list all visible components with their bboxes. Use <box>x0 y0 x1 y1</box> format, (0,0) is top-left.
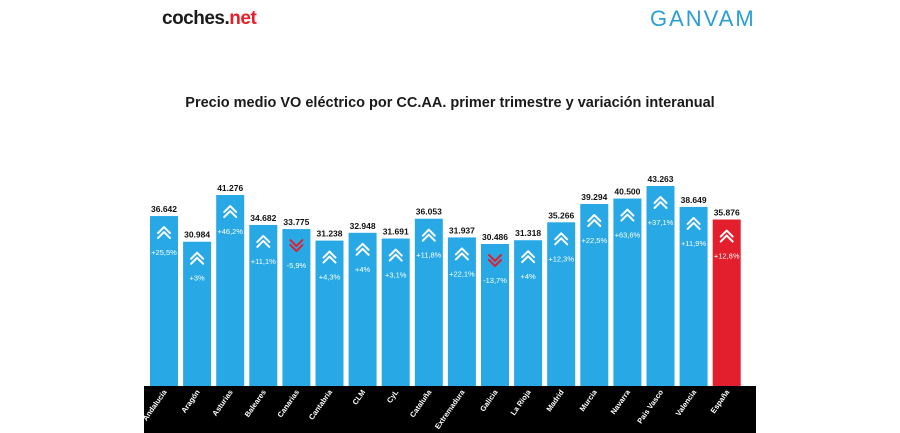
bar-value-label: 36.053 <box>416 207 442 217</box>
chevron-up-icon <box>190 251 205 265</box>
chevron-down-icon <box>488 254 502 267</box>
variation-label: +11,9% <box>681 239 706 248</box>
category-label-band <box>144 386 756 433</box>
chevron-up-icon <box>223 205 238 219</box>
chevron-up-icon <box>421 228 436 242</box>
bar-value-label: 39.294 <box>581 192 607 202</box>
variation-label: +22,1% <box>449 269 475 278</box>
bar-value-label: 38.649 <box>681 195 707 205</box>
bar-baleares <box>249 224 278 386</box>
bar-value-label: 30.984 <box>184 230 210 240</box>
bar-extremadura <box>447 237 476 386</box>
variation-label: +12,8% <box>714 252 740 261</box>
chevron-up-icon <box>653 196 668 209</box>
bar-value-label: 35.876 <box>714 208 740 218</box>
coches-net-logo: coches.net <box>162 8 257 29</box>
variation-label: +22,5% <box>581 236 607 245</box>
variation-label: +3,1% <box>385 271 407 280</box>
bar-value-label: 43.263 <box>648 174 674 184</box>
variation-label: +12,3% <box>548 254 574 263</box>
bar-la-rioja <box>514 240 543 386</box>
variation-label: +25,5% <box>151 248 177 257</box>
bar-cataluña <box>414 218 443 386</box>
chevron-up-icon <box>157 226 171 240</box>
chevron-up-icon <box>587 214 602 228</box>
chevron-up-icon <box>686 216 701 230</box>
variation-label: +4,3% <box>319 273 341 282</box>
bar-clm <box>348 232 377 386</box>
bar-navarra <box>613 198 642 386</box>
bar-value-label: 34.682 <box>250 213 276 223</box>
variation-label: +3% <box>189 274 205 283</box>
bar-value-label: 40.500 <box>614 187 640 197</box>
chevron-down-icon <box>289 239 304 253</box>
variation-label: +46,2% <box>217 227 243 236</box>
bar-value-label: 33.775 <box>283 217 309 227</box>
chevron-up-icon <box>521 250 536 264</box>
bar-value-label: 36.642 <box>151 204 177 214</box>
variation-label: -5,9% <box>287 261 307 270</box>
chart-title: Precio medio VO eléctrico por CC.AA. pri… <box>185 95 715 111</box>
bar-value-label: 30.486 <box>482 232 508 242</box>
chevron-up-icon <box>554 232 569 246</box>
variation-label: +11,8% <box>416 251 441 260</box>
chevron-up-icon <box>620 208 635 222</box>
bar-galicia <box>481 244 509 386</box>
chevron-up-icon <box>355 242 370 256</box>
bar-cyl <box>381 238 410 386</box>
bar-canarias <box>282 229 311 386</box>
bar-value-label: 31.238 <box>317 229 343 239</box>
variation-label: +37,1% <box>648 218 674 227</box>
bar-value-label: 35.266 <box>548 210 574 220</box>
variation-label: +11,1% <box>251 257 276 266</box>
chevron-up-icon <box>388 248 403 262</box>
variation-label: +4% <box>355 265 371 274</box>
bar-murcia <box>580 204 609 386</box>
variation-label: -13,7% <box>483 276 507 285</box>
bar-andalucía <box>150 216 178 386</box>
bar-value-label: 31.691 <box>383 227 409 237</box>
bar-cantabria <box>315 240 344 386</box>
bar-aragón <box>183 241 212 386</box>
bar-value-label: 32.948 <box>350 221 376 231</box>
bar-país-vasco <box>646 186 675 386</box>
variation-label: +63,6% <box>615 231 641 240</box>
bar-madrid <box>547 222 576 386</box>
variation-label: +4% <box>520 272 536 281</box>
ganvam-logo: GANVAM <box>650 6 756 31</box>
bar-españa <box>712 219 741 386</box>
bar-value-label: 31.318 <box>515 228 541 238</box>
bar-valencia <box>679 206 708 386</box>
chevron-up-icon <box>719 229 734 243</box>
bar-asturias <box>216 195 245 386</box>
chevron-up-icon <box>322 250 337 264</box>
bar-value-label: 41.276 <box>217 183 243 193</box>
chevron-up-icon <box>454 247 469 261</box>
chevron-up-icon <box>256 234 271 248</box>
bar-value-label: 31.937 <box>449 225 475 235</box>
